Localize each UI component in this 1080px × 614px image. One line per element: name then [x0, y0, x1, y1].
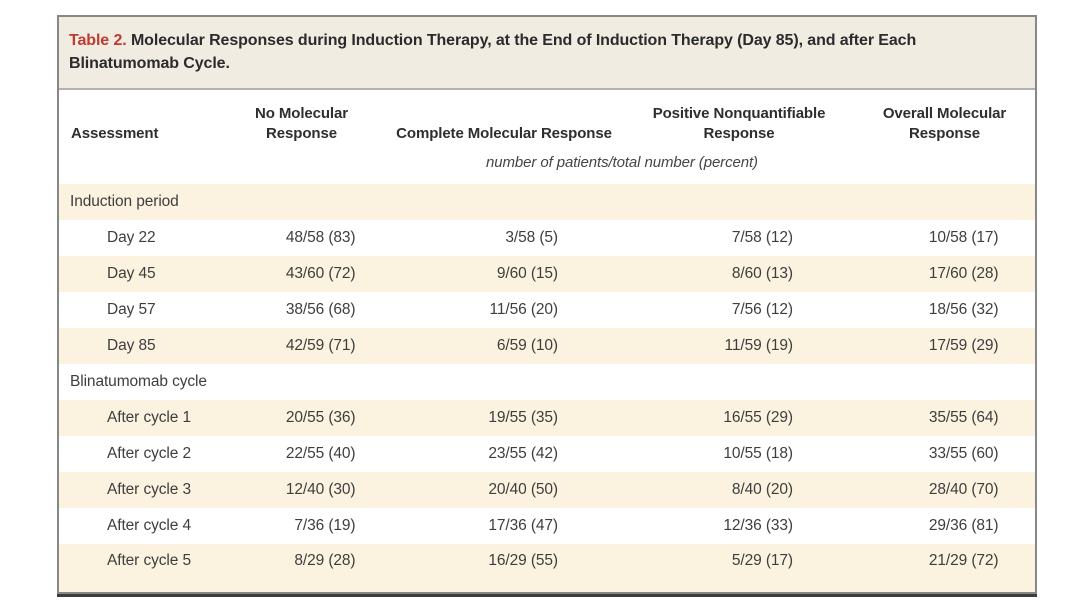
section-label: Induction period — [70, 193, 179, 211]
table-row-after-cycle-3: After cycle 3 12/40 (30) 20/40 (50) 8/40… — [59, 472, 1035, 509]
table-title-text: Molecular Responses during Induction The… — [69, 32, 917, 73]
header-row: Assessment No Molecular Response Complet… — [59, 90, 1035, 145]
table-body: Induction period Day 22 48/58 (83) 3/58 … — [59, 184, 1035, 593]
cell-overall-molecular-response: 17/59 (29) — [928, 337, 999, 355]
row-label: Day 45 — [107, 265, 156, 283]
cell-overall-molecular-response: 17/60 (28) — [928, 265, 999, 283]
table-row-day-57: Day 57 38/56 (68) 11/56 (20) 7/56 (12) 1… — [59, 292, 1035, 328]
cell-complete-molecular-response: 9/60 (15) — [496, 265, 558, 283]
cell-no-molecular-response: 7/36 (19) — [294, 517, 356, 535]
cell-complete-molecular-response: 3/58 (5) — [505, 229, 558, 247]
cell-no-molecular-response: 22/55 (40) — [285, 445, 356, 463]
cell-no-molecular-response: 20/55 (36) — [285, 409, 356, 427]
column-header-complete-molecular-response: Complete Molecular Response — [396, 124, 612, 142]
cell-overall-molecular-response: 29/36 (81) — [928, 517, 999, 535]
column-header-no-molecular-response: No Molecular Response — [255, 105, 348, 142]
cell-no-molecular-response: 42/59 (71) — [285, 337, 356, 355]
table-header: Assessment No Molecular Response Complet… — [59, 90, 1035, 184]
table-row-after-cycle-2: After cycle 2 22/55 (40) 23/55 (42) 10/5… — [59, 436, 1035, 472]
cell-no-molecular-response: 8/29 (28) — [294, 552, 356, 570]
cell-overall-molecular-response: 10/58 (17) — [928, 229, 999, 247]
cell-no-molecular-response: 38/56 (68) — [285, 301, 356, 319]
cell-positive-nonquantifiable-response: 11/59 (19) — [724, 337, 793, 355]
cell-no-molecular-response: 12/40 (30) — [285, 481, 356, 499]
row-label: Day 22 — [107, 229, 156, 247]
column-header-assessment: Assessment — [71, 124, 159, 142]
table-2-card: Table 2. Molecular Responses during Indu… — [57, 15, 1037, 595]
cell-overall-molecular-response: 28/40 (70) — [928, 481, 999, 499]
cell-complete-molecular-response: 11/56 (20) — [489, 301, 558, 319]
cell-positive-nonquantifiable-response: 5/29 (17) — [731, 552, 793, 570]
row-label: After cycle 3 — [107, 481, 191, 499]
table-row-after-cycle-5: After cycle 5 8/29 (28) 16/29 (55) 5/29 … — [59, 544, 1035, 593]
cell-complete-molecular-response: 16/29 (55) — [488, 552, 558, 570]
table-number-label: Table 2. — [69, 32, 127, 49]
table-row-section-induction-period: Induction period — [59, 184, 1035, 221]
row-label: After cycle 2 — [107, 445, 191, 463]
cell-positive-nonquantifiable-response: 7/58 (12) — [731, 229, 793, 247]
table-title: Table 2. Molecular Responses during Indu… — [59, 17, 1035, 91]
table-row-after-cycle-4: After cycle 4 7/36 (19) 17/36 (47) 12/36… — [59, 508, 1035, 544]
cell-no-molecular-response: 43/60 (72) — [285, 265, 356, 283]
row-label: After cycle 4 — [107, 517, 191, 535]
cell-positive-nonquantifiable-response: 8/40 (20) — [731, 481, 793, 499]
row-label: Day 85 — [107, 337, 156, 355]
table-row-day-45: Day 45 43/60 (72) 9/60 (15) 8/60 (13) 17… — [59, 256, 1035, 293]
units-note: number of patients/total number (percent… — [486, 154, 758, 172]
cell-complete-molecular-response: 23/55 (42) — [488, 445, 558, 463]
cell-no-molecular-response: 48/58 (83) — [285, 229, 356, 247]
cell-overall-molecular-response: 33/55 (60) — [928, 445, 999, 463]
cell-positive-nonquantifiable-response: 10/55 (18) — [723, 445, 793, 463]
units-row: number of patients/total number (percent… — [59, 145, 1035, 184]
cell-overall-molecular-response: 18/56 (32) — [928, 301, 999, 319]
column-header-overall-molecular-response: Overall Molecular Response — [882, 105, 1007, 142]
row-label: Day 57 — [107, 301, 156, 319]
cell-overall-molecular-response: 21/29 (72) — [928, 552, 999, 570]
row-label: After cycle 5 — [107, 552, 191, 570]
cell-positive-nonquantifiable-response: 8/60 (13) — [731, 265, 793, 283]
cell-overall-molecular-response: 35/55 (64) — [928, 409, 999, 427]
table-row-day-22: Day 22 48/58 (83) 3/58 (5) 7/58 (12) 10/… — [59, 220, 1035, 256]
molecular-response-table: Assessment No Molecular Response Complet… — [59, 90, 1035, 593]
table-row-section-blinatumomab-cycle: Blinatumomab cycle — [59, 364, 1035, 400]
cell-positive-nonquantifiable-response: 7/56 (12) — [731, 301, 793, 319]
section-label: Blinatumomab cycle — [70, 373, 207, 391]
cell-positive-nonquantifiable-response: 16/55 (29) — [723, 409, 793, 427]
cell-positive-nonquantifiable-response: 12/36 (33) — [723, 517, 793, 535]
cell-complete-molecular-response: 19/55 (35) — [488, 409, 558, 427]
cell-complete-molecular-response: 17/36 (47) — [488, 517, 558, 535]
units-note-cell: number of patients/total number (percent… — [59, 145, 1035, 184]
row-label: After cycle 1 — [107, 409, 191, 427]
cell-complete-molecular-response: 6/59 (10) — [496, 337, 558, 355]
column-header-positive-nonquantifiable-response: Positive Nonquantifiable Response — [652, 105, 826, 142]
table-row-day-85: Day 85 42/59 (71) 6/59 (10) 11/59 (19) 1… — [59, 328, 1035, 365]
table-bottom-rule — [57, 594, 1037, 597]
cell-complete-molecular-response: 20/40 (50) — [488, 481, 558, 499]
table-row-after-cycle-1: After cycle 1 20/55 (36) 19/55 (35) 16/5… — [59, 400, 1035, 437]
